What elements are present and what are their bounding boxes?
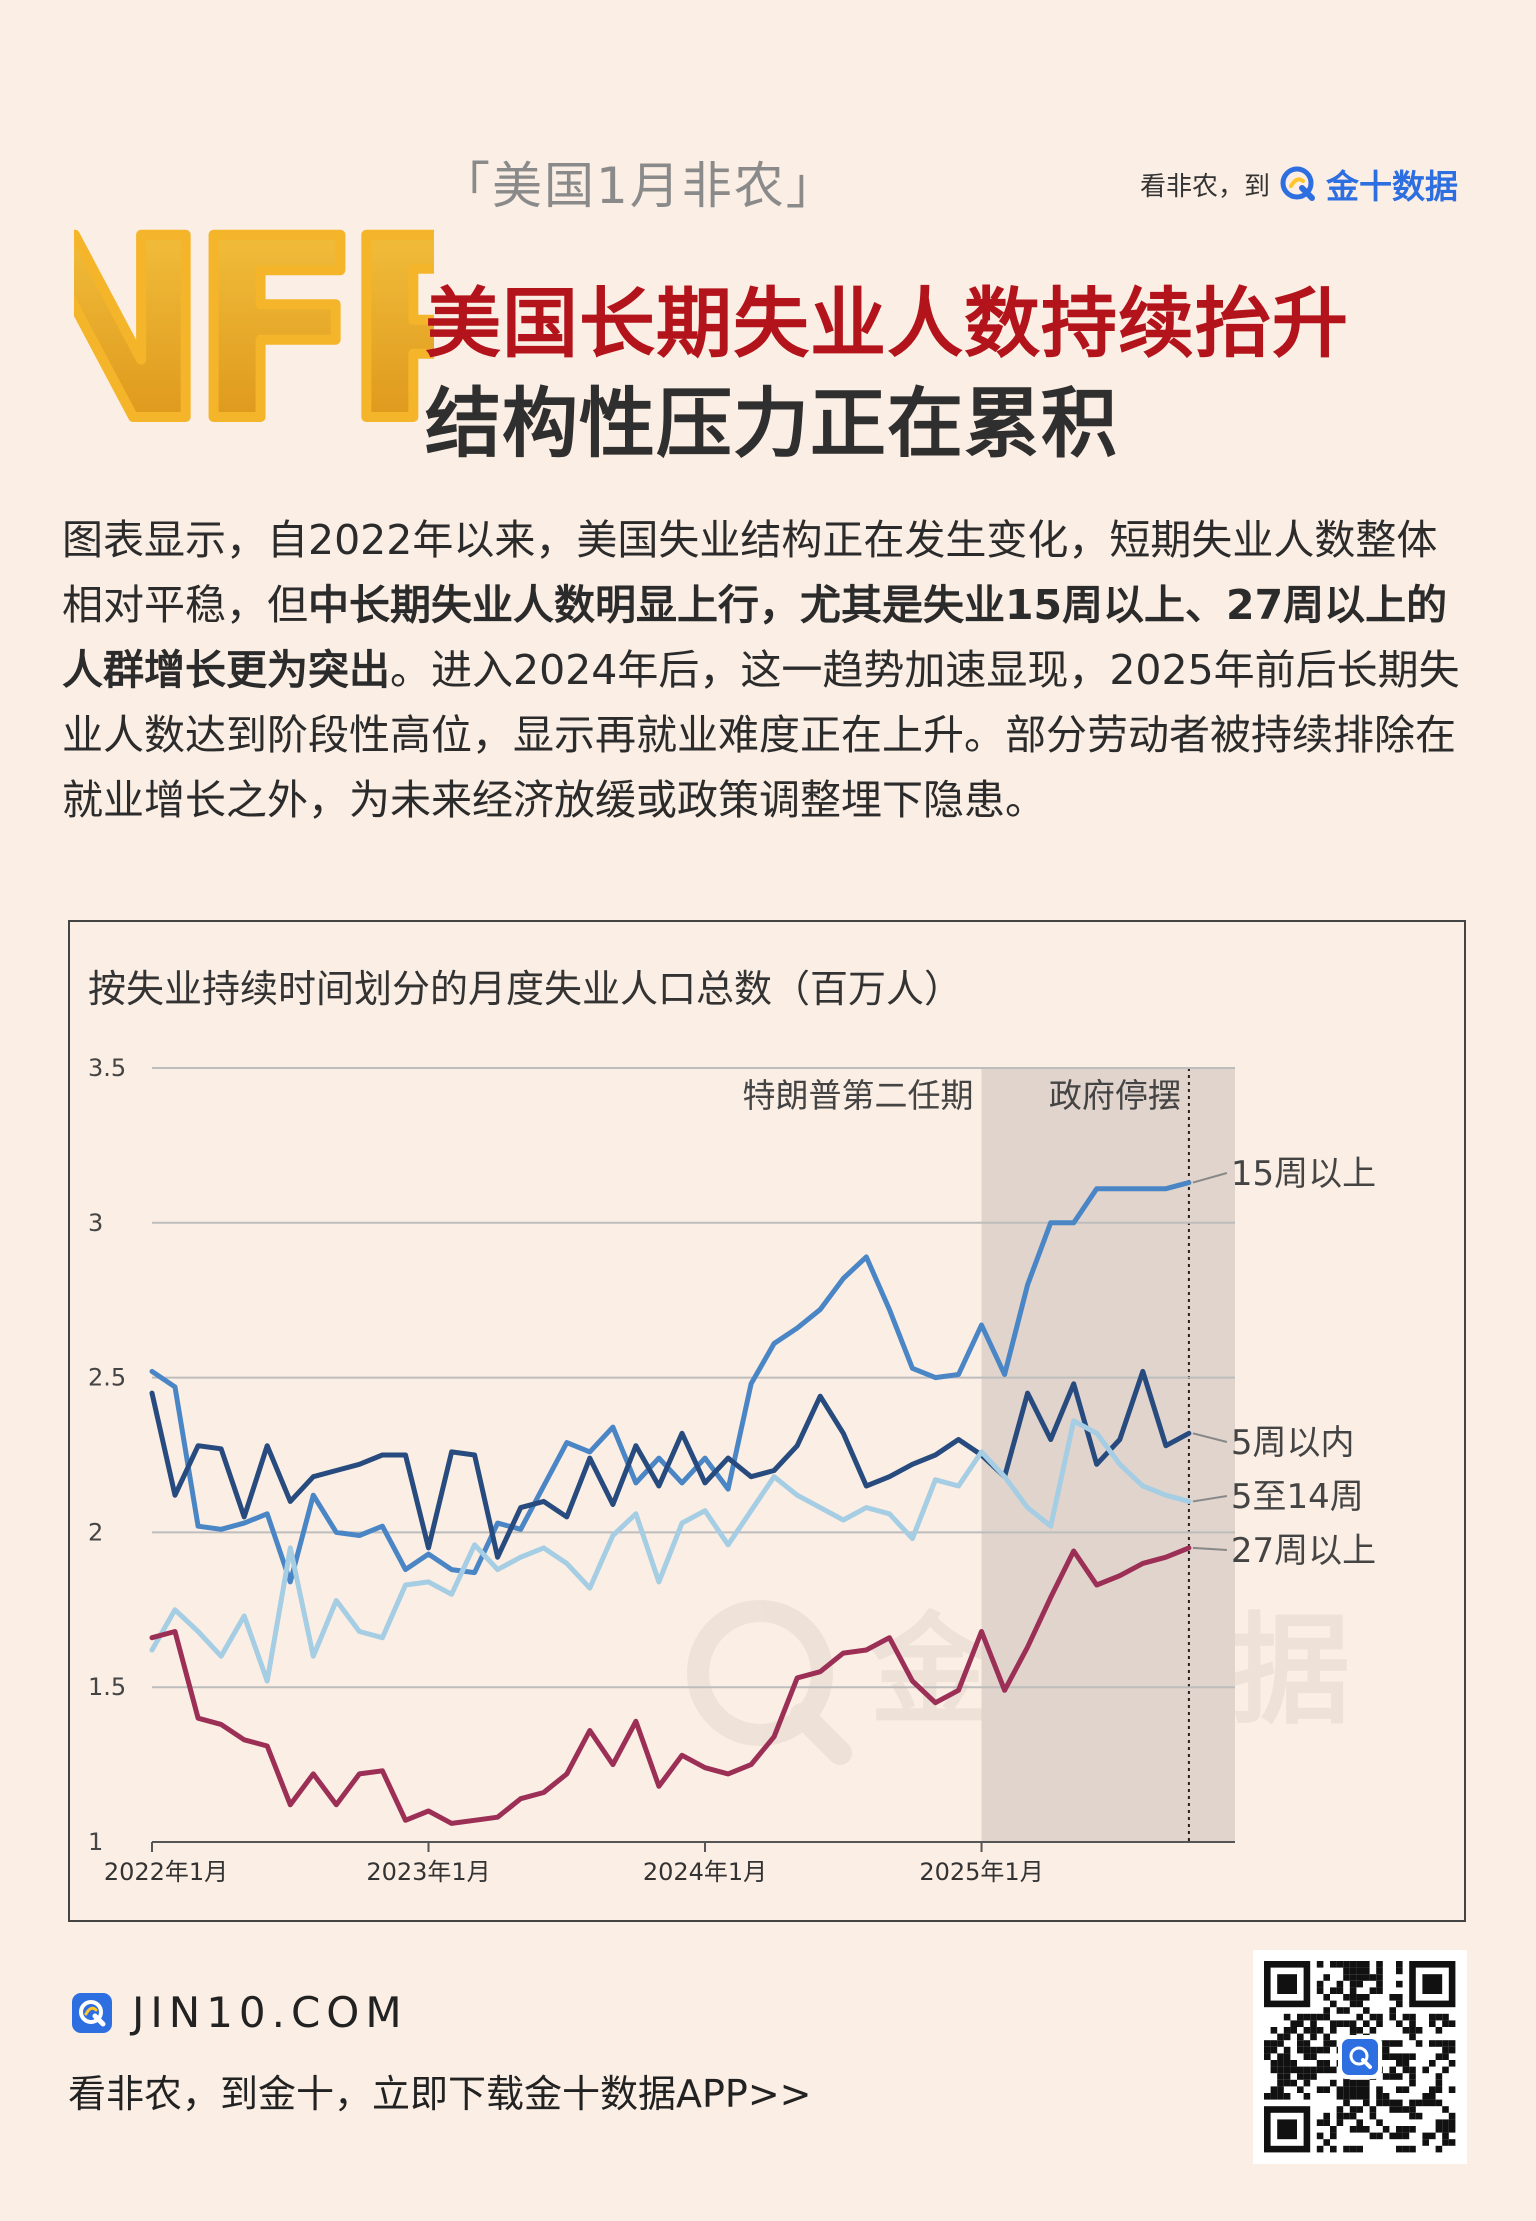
jin10-logo-icon — [1280, 166, 1316, 201]
annotation-shutdown: 政府停摆 — [1049, 1076, 1181, 1115]
summary-text-2: 。进入2024年后，这一趋势加速显现，2025年前后长期失业人数达到阶段性高位，… — [62, 646, 1460, 824]
nfp-logo-text: NFP — [74, 185, 434, 455]
series-leader — [1192, 1172, 1228, 1184]
brand-slogan: 看非农，到 — [1140, 171, 1271, 202]
summary-paragraph: 图表显示，自2022年以来，美国失业结构正在发生变化，短期失业人数整体相对平稳，… — [62, 508, 1474, 833]
series-label: 5周以内 — [1231, 1423, 1355, 1463]
download-cta[interactable]: 看非农，到金十，立即下载金十数据APP>> — [68, 2072, 812, 2116]
nfp-logo: NFP — [74, 185, 434, 455]
series-label: 5至14周 — [1231, 1477, 1364, 1517]
qr-center-logo — [1342, 2039, 1378, 2075]
series-leader — [1192, 1546, 1227, 1551]
series-leader — [1192, 1432, 1228, 1443]
y-tick-label: 1.5 — [88, 1673, 126, 1701]
series-line — [149, 1180, 1192, 1585]
headline-secondary: 结构性压力正在累积 — [425, 379, 1118, 468]
y-tick-label: 3 — [88, 1209, 103, 1237]
headline-primary: 美国长期失业人数持续抬升 — [425, 279, 1349, 368]
y-tick-label: 2 — [88, 1518, 103, 1546]
series-line — [149, 1418, 1192, 1684]
footer-link[interactable]: JIN10.COM — [70, 1988, 408, 2037]
x-tick-label: 2025年1月 — [919, 1858, 1043, 1886]
x-tick-label: 2023年1月 — [366, 1858, 490, 1886]
annotation-term: 特朗普第二任期 — [743, 1076, 974, 1115]
summary-highlight: 中长期失业人数明显上行，尤其是失业15周以上、27周以上的人群增长更为突出 — [62, 581, 1448, 694]
x-tick-label: 2022年1月 — [104, 1858, 228, 1886]
report-tag: 「美国1月非农」 — [440, 157, 838, 215]
y-tick-label: 3.5 — [88, 1054, 126, 1082]
chart-title: 按失业持续时间划分的月度失业人口总数（百万人） — [88, 967, 963, 1011]
series-label: 27周以上 — [1231, 1531, 1376, 1571]
series-leader — [1192, 1495, 1228, 1503]
x-tick-label: 2024年1月 — [643, 1858, 767, 1886]
summary-text-1: 图表显示，自2022年以来，美国失业结构正在发生变化，短期失业人数整体相对平稳，… — [62, 516, 1438, 629]
series-line — [149, 1545, 1192, 1826]
series-label: 15周以上 — [1231, 1154, 1376, 1194]
y-tick-label: 2.5 — [88, 1364, 126, 1392]
series-line — [149, 1368, 1192, 1560]
footer-url: JIN10.COM — [132, 1988, 408, 2037]
brand-header[interactable]: 看非农，到 金十数据 — [1140, 160, 1458, 208]
qr-code[interactable] — [1253, 1950, 1467, 2164]
chart-plot: 金十数据 11.522.533.52022年1月2023年1月2024年1月20… — [88, 1054, 1376, 1886]
jin10-footer-icon — [72, 1992, 112, 2033]
brand-name: 金十数据 — [1326, 167, 1459, 206]
y-tick-label: 1 — [88, 1828, 103, 1856]
